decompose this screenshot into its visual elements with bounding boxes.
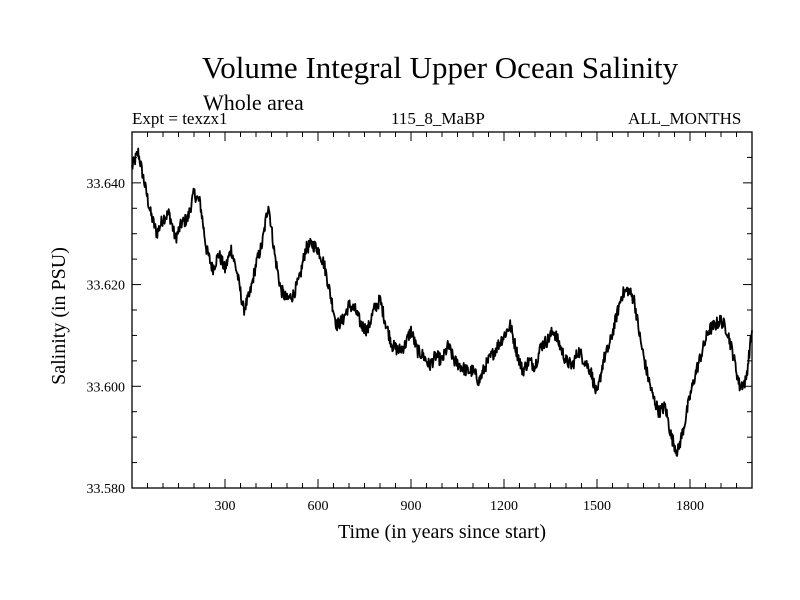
period-label: 115_8_MaBP xyxy=(391,109,485,128)
y-tick-label: 33.620 xyxy=(87,279,126,294)
y-tick-label: 33.600 xyxy=(87,380,126,395)
x-tick-label: 900 xyxy=(401,499,422,514)
chart-subtitle: Whole area xyxy=(203,90,304,115)
plot-frame xyxy=(131,131,753,489)
x-tick-label: 1800 xyxy=(676,499,704,514)
months-label: ALL_MONTHS xyxy=(628,109,742,128)
x-axis-label: Time (in years since start) xyxy=(338,521,546,543)
x-tick-label: 1500 xyxy=(583,499,611,514)
x-tick-label: 300 xyxy=(215,499,236,514)
axis-tick-labels: 300 600 900 1200 1500 1800 33.580 33.600 33.620 3… xyxy=(87,177,705,514)
chart-title: Volume Integral Upper Ocean Salinity xyxy=(201,50,679,85)
y-axis-label: Salinity (in PSU) xyxy=(48,247,70,385)
axis-ticks xyxy=(132,132,752,489)
y-tick-label: 33.580 xyxy=(87,482,126,497)
x-tick-label: 1200 xyxy=(490,499,518,514)
salinity-series-line xyxy=(131,147,753,457)
experiment-label: Expt = texzx1 xyxy=(132,109,228,128)
y-tick-label: 33.640 xyxy=(87,177,126,192)
x-tick-label: 600 xyxy=(308,499,329,514)
